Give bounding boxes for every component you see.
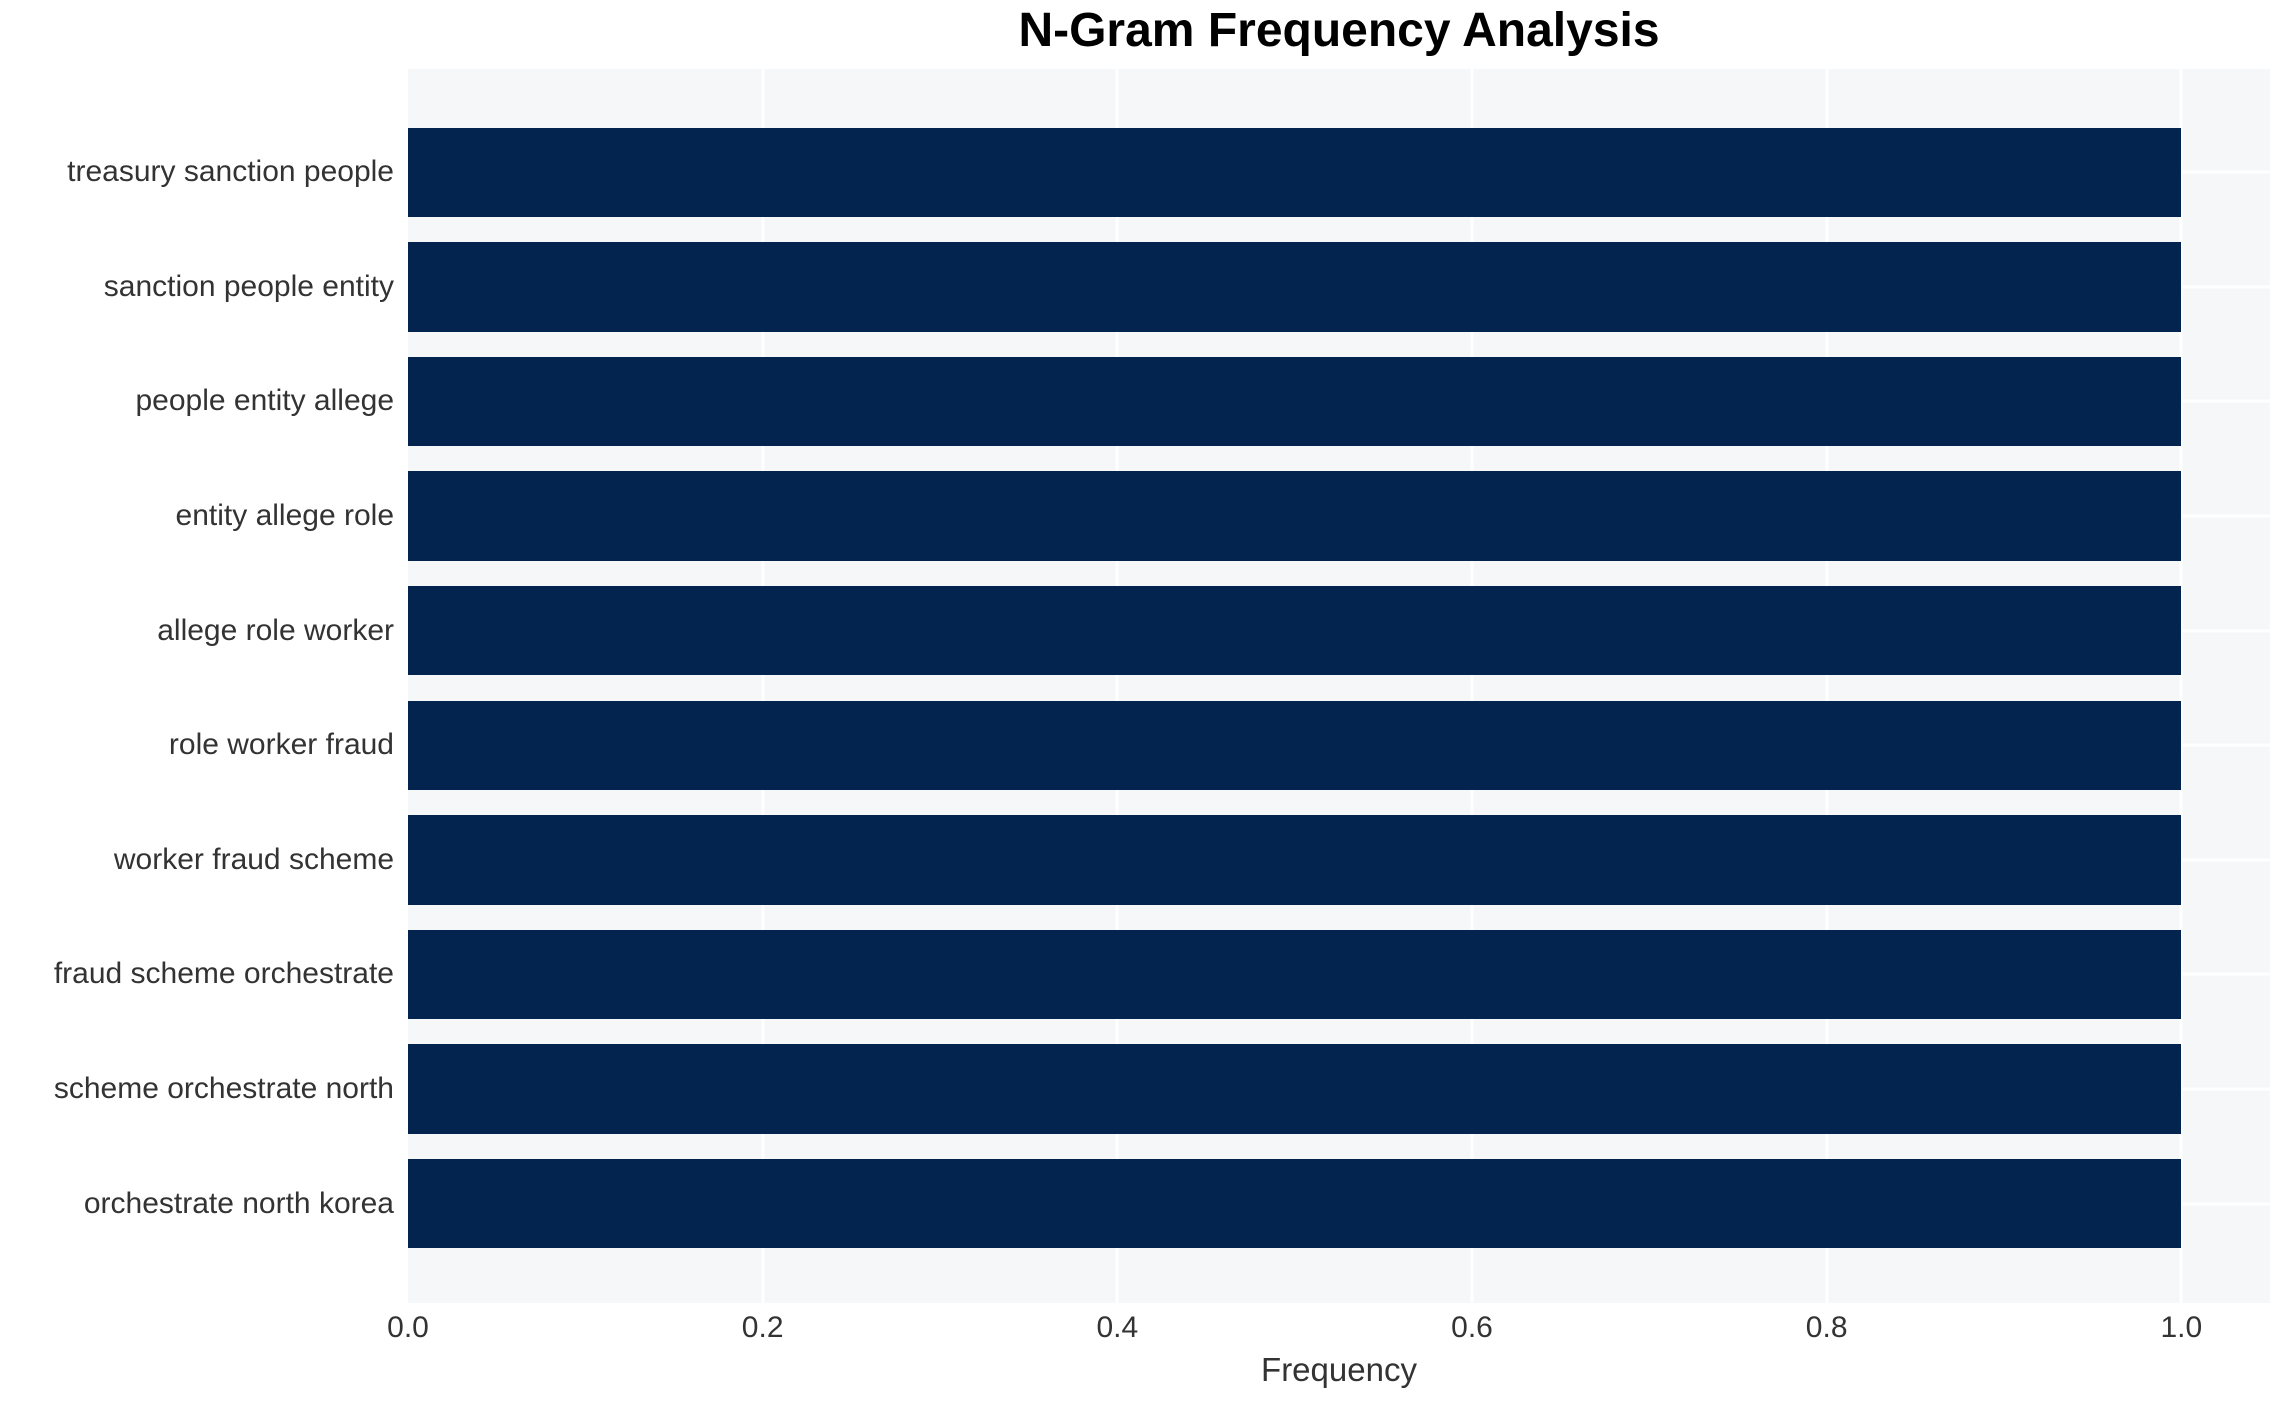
bar-row: entity allege role [176, 459, 2270, 574]
vertical-gridline [1470, 69, 1474, 1303]
frequency-bar [408, 356, 2182, 447]
vertical-gridline [2179, 69, 2183, 1303]
vertical-gridline [761, 69, 765, 1303]
frequency-bar [408, 585, 2182, 676]
frequency-bar [408, 127, 2182, 217]
x-tick-label: 0.8 [1805, 1311, 1848, 1344]
y-axis-label: allege role worker [157, 613, 394, 647]
y-axis-label: sanction people entity [103, 269, 394, 303]
frequency-bar [408, 929, 2182, 1020]
frequency-bar [408, 242, 2182, 332]
bar-row: worker fraud scheme [114, 803, 2270, 918]
bar-row: scheme orchestrate north [54, 1032, 2270, 1147]
bar-row: treasury sanction people [67, 115, 2270, 230]
x-tick-label: 0.2 [741, 1311, 784, 1344]
frequency-bar [408, 815, 2182, 905]
y-axis-label: treasury sanction people [67, 155, 394, 189]
bar-row: people entity allege [135, 344, 2270, 459]
bar-row: role worker fraud [169, 688, 2270, 803]
chart-title: N-Gram Frequency Analysis [1018, 4, 1660, 57]
frequency-bar [408, 1158, 2182, 1249]
bar-row: sanction people entity [104, 230, 2270, 345]
x-tick-label: 0.0 [387, 1311, 429, 1344]
y-axis-label: people entity allege [135, 384, 394, 418]
frequency-bar [408, 700, 2182, 790]
vertical-gridline [1115, 69, 1119, 1303]
vertical-gridline [1825, 69, 1829, 1303]
bar-row: allege role worker [157, 573, 2270, 688]
frequency-bar [408, 471, 2182, 561]
x-tick-label: 0.4 [1096, 1311, 1139, 1344]
y-axis-label: fraud scheme orchestrate [53, 957, 394, 991]
x-tick-label: 1.0 [2160, 1311, 2203, 1344]
frequency-bar [408, 1044, 2182, 1134]
bar-rows-container: treasury sanction people sanction people … [54, 69, 2270, 1303]
y-axis-label: scheme orchestrate north [53, 1072, 394, 1106]
y-axis-label: worker fraud scheme [113, 842, 394, 876]
x-axis-label: Frequency [1261, 1351, 1417, 1388]
bar-row: fraud scheme orchestrate [54, 917, 2270, 1032]
y-axis-label: entity allege role [175, 499, 394, 533]
x-axis-ticks: 0.0 0.2 0.4 0.6 0.8 1.0 [387, 1311, 2270, 1351]
plot-area: treasury sanction people sanction people … [54, 69, 2270, 1303]
x-tick-label: 0.6 [1451, 1311, 1493, 1344]
y-axis-label: role worker fraud [168, 728, 394, 762]
y-axis-label: orchestrate north korea [83, 1186, 394, 1220]
bar-row: orchestrate north korea [84, 1146, 2270, 1261]
